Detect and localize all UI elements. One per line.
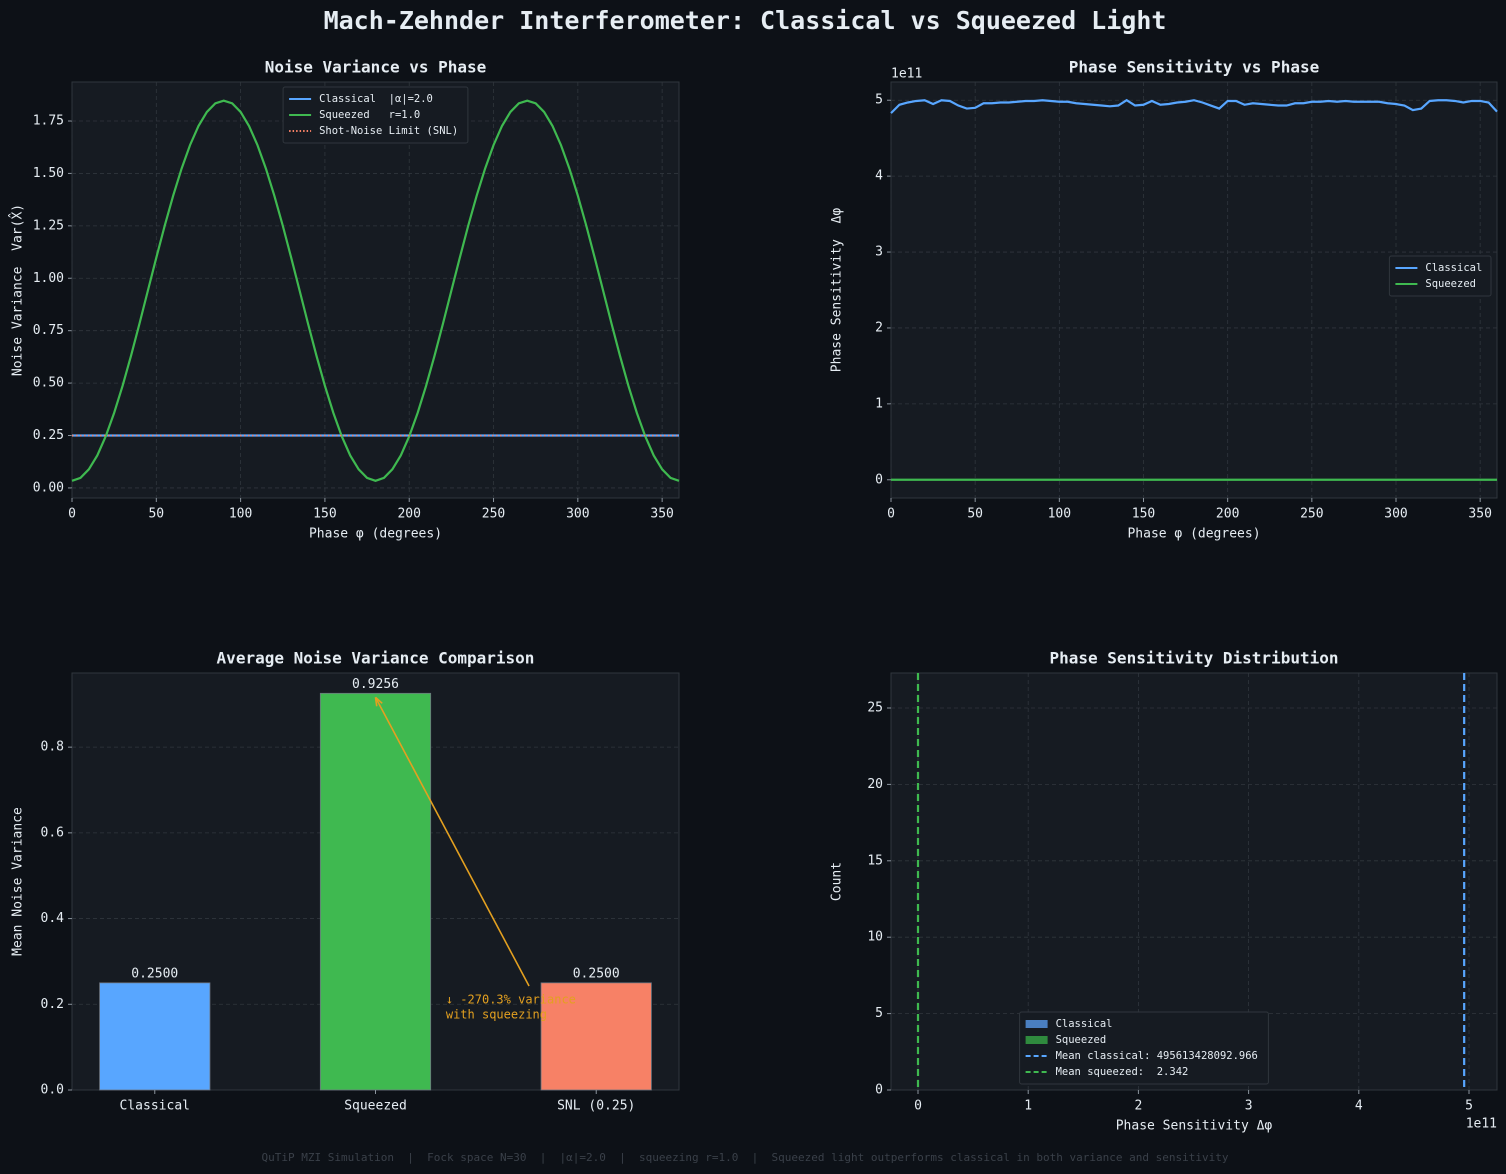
legend-label: Classical |α|=2.0	[319, 93, 433, 105]
legend-label: Squeezed	[1056, 1034, 1107, 1046]
x-tick-label: 100	[229, 507, 252, 522]
x-tick-label: 350	[1468, 507, 1491, 522]
y-axis-label: Phase Sensitivity Δφ	[830, 208, 845, 373]
x-tick-label: 250	[1300, 507, 1323, 522]
series-line	[71, 99, 680, 482]
legend-label: Shot-Noise Limit (SNL)	[319, 125, 458, 137]
x-tick-label: 150	[1132, 507, 1155, 522]
legend-label: Mean classical: 495613428092.966	[1056, 1050, 1258, 1062]
x-tick-label: 0	[914, 1099, 922, 1114]
y-axis-label: Count	[830, 862, 845, 901]
legend-label: Mean squeezed: 2.342	[1056, 1066, 1189, 1078]
legend-label: Squeezed r=1.0	[319, 109, 420, 121]
y-tick-label: 1.25	[33, 218, 64, 233]
x-tick-label: 200	[397, 507, 420, 522]
annotation-arrow	[374, 696, 530, 987]
legend-label: Squeezed	[1425, 278, 1476, 290]
y-tick-label: 0.4	[41, 911, 65, 926]
x-tick-label: SNL (0.25)	[557, 1099, 635, 1114]
figure-title: Mach-Zehnder Interferometer: Classical v…	[324, 6, 1167, 35]
panel-title: Phase Sensitivity Distribution	[1050, 649, 1339, 668]
legend-swatch	[1025, 1020, 1048, 1028]
legend-box	[1019, 1011, 1269, 1085]
arrow-head	[374, 696, 383, 707]
value-label: 0.9256	[352, 677, 399, 692]
value-label: 0.2500	[131, 966, 178, 981]
x-axis-label: Phase φ (degrees)	[1127, 527, 1260, 542]
x-axis-label: Phase Sensitivity Δφ	[1116, 1119, 1273, 1134]
y-tick-label: 20	[867, 777, 883, 792]
y-tick-label: 1.50	[33, 166, 64, 181]
y-tick-label: 3	[875, 245, 883, 260]
legend-label: Classical	[1056, 1018, 1113, 1030]
panel-title: Noise Variance vs Phase	[265, 58, 487, 77]
bar	[319, 692, 432, 1091]
x-tick-label: 50	[148, 507, 164, 522]
x-tick-label: 1	[1024, 1099, 1032, 1114]
legend-swatch	[1025, 1036, 1048, 1044]
y-tick-label: 0.75	[33, 323, 64, 338]
y-axis-label: Noise Variance Var(X̂)	[8, 204, 25, 376]
panel-title: Phase Sensitivity vs Phase	[1069, 58, 1319, 77]
y-axis-label: Mean Noise Variance	[11, 807, 26, 956]
x-tick-label: 0	[68, 507, 76, 522]
y-tick-label: 5	[875, 93, 883, 108]
panel-title: Average Noise Variance Comparison	[217, 649, 535, 668]
y-tick-label: 1	[875, 396, 883, 411]
y-tick-label: 0.6	[41, 825, 64, 840]
y-tick-label: 2	[875, 320, 883, 335]
y-tick-label: 25	[867, 700, 883, 715]
y-tick-label: 5	[875, 1006, 883, 1021]
x-tick-label: 250	[482, 507, 505, 522]
value-label: 0.2500	[573, 966, 620, 981]
y-tick-label: 0.2	[41, 997, 64, 1012]
x-tick-label: 150	[313, 507, 336, 522]
bar	[540, 982, 652, 1091]
y-tick-label: 0.0	[41, 1083, 64, 1098]
y-tick-label: 0.00	[33, 480, 64, 495]
annotation-text: ↓ -270.3% variance	[446, 993, 576, 1007]
x-tick-label: 0	[887, 507, 895, 522]
x-axis-label: Phase φ (degrees)	[309, 527, 442, 542]
x-tick-label: 300	[1384, 507, 1407, 522]
bar	[99, 982, 211, 1091]
x-tick-label: 300	[566, 507, 589, 522]
y-tick-label: 0.8	[41, 740, 64, 755]
x-tick-label: Classical	[120, 1099, 190, 1114]
x-tick-label: 3	[1245, 1099, 1253, 1114]
y-tick-label: 1.75	[33, 114, 64, 129]
y-tick-label: 15	[867, 853, 883, 868]
annotation-text: with squeezing	[446, 1008, 547, 1022]
x-tick-label: 4	[1355, 1099, 1363, 1114]
legend-label: Classical	[1425, 262, 1482, 274]
y-tick-label: 0	[875, 472, 883, 487]
x-tick-label: 200	[1216, 507, 1239, 522]
y-tick-label: 10	[867, 930, 883, 945]
y-tick-label: 4	[875, 169, 883, 184]
x-offset-label: 1e11	[1466, 1117, 1497, 1132]
series-line	[890, 98, 1498, 114]
y-tick-label: 0.50	[33, 376, 64, 391]
legend-box	[282, 86, 469, 144]
footer: QuTiP MZI Simulation | Fock space N=30 |…	[262, 1151, 1229, 1164]
x-tick-label: Squeezed	[344, 1099, 407, 1114]
y-offset-label: 1e11	[891, 67, 922, 82]
x-tick-label: 5	[1465, 1099, 1473, 1114]
x-tick-label: 100	[1048, 507, 1071, 522]
x-tick-label: 350	[650, 507, 673, 522]
legend-box	[1388, 255, 1492, 297]
x-tick-label: 2	[1134, 1099, 1142, 1114]
y-tick-label: 0.25	[33, 428, 64, 443]
x-tick-label: 50	[967, 507, 983, 522]
y-tick-label: 1.00	[33, 271, 64, 286]
y-tick-label: 0	[875, 1083, 883, 1098]
